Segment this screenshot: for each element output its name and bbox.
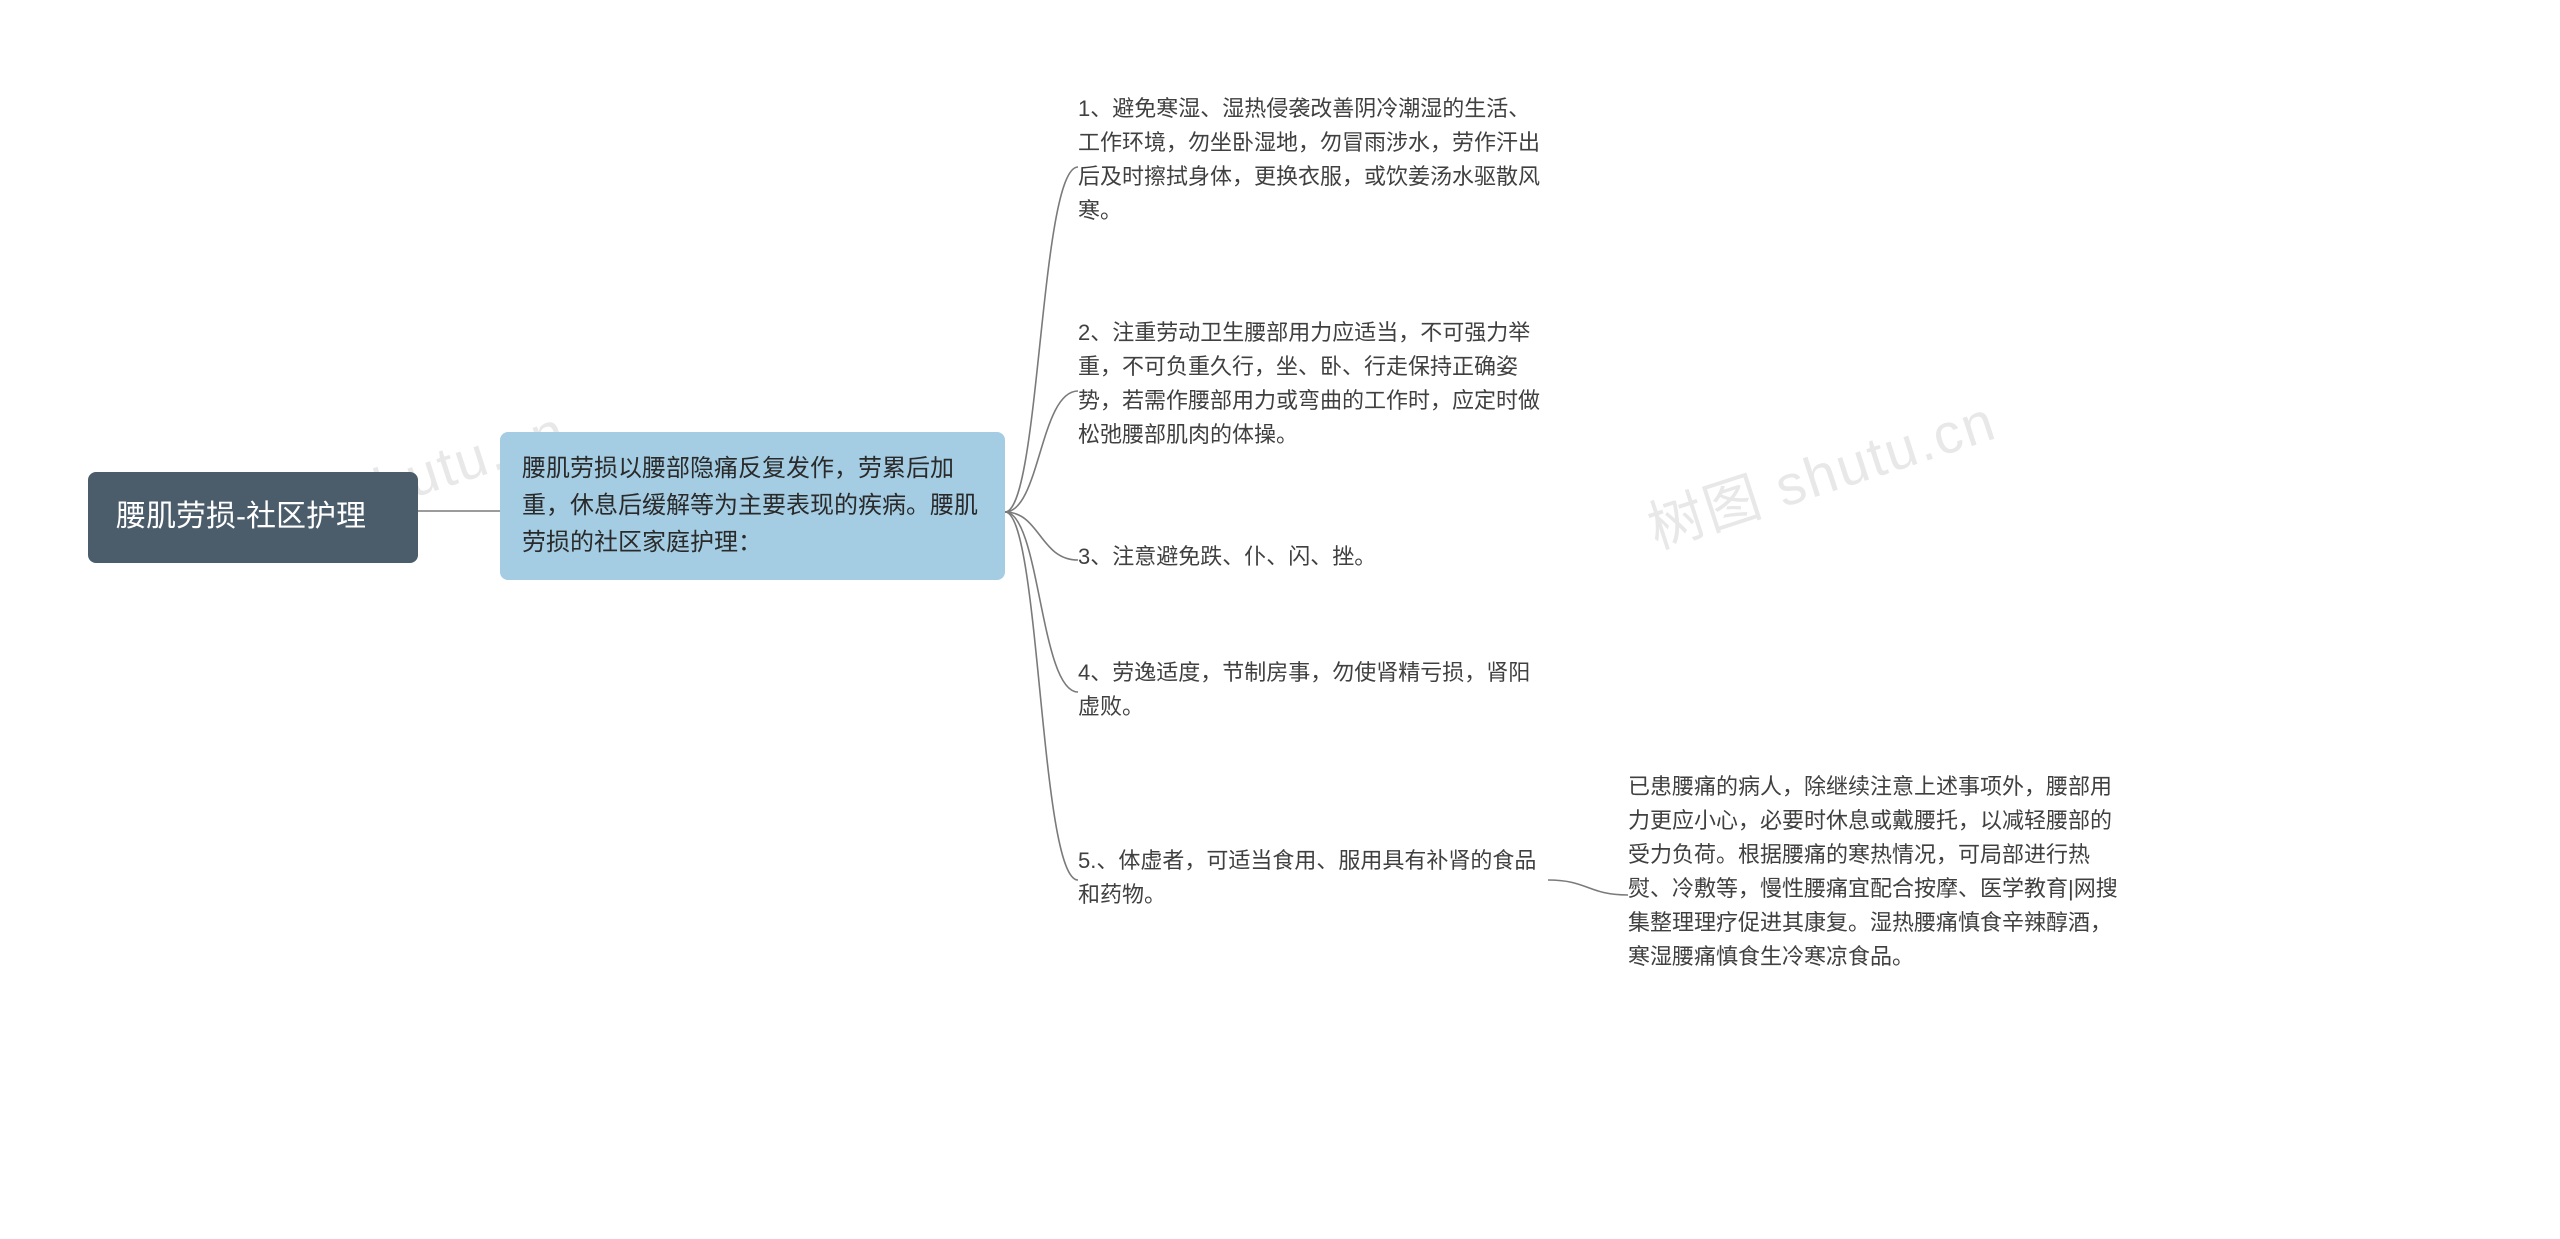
leaf-label: 已患腰痛的病人，除继续注意上述事项外，腰部用力更应小心，必要时休息或戴腰托，以减… (1628, 774, 2118, 969)
mindmap-sub[interactable]: 腰肌劳损以腰部隐痛反复发作，劳累后加重，休息后缓解等为主要表现的疾病。腰肌劳损的… (500, 432, 1005, 580)
mindmap-leaf-5-child[interactable]: 已患腰痛的病人，除继续注意上述事项外，腰部用力更应小心，必要时休息或戴腰托，以减… (1628, 770, 2118, 975)
leaf-label: 4、劳逸适度，节制房事，勿使肾精亏损，肾阳虚败。 (1078, 660, 1530, 719)
mindmap-leaf-2[interactable]: 2、注重劳动卫生腰部用力应适当，不可强力举重，不可负重久行，坐、卧、行走保持正确… (1078, 316, 1548, 452)
leaf-label: 5.、体虚者，可适当食用、服用具有补肾的食品和药物。 (1078, 848, 1536, 907)
root-label: 腰肌劳损-社区护理 (116, 500, 366, 533)
leaf-label: 3、注意避免跌、仆、闪、挫。 (1078, 544, 1376, 569)
mindmap-root[interactable]: 腰肌劳损-社区护理 (88, 472, 418, 563)
mindmap-leaf-1[interactable]: 1、避免寒湿、湿热侵袭改善阴冷潮湿的生活、工作环境，勿坐卧湿地，勿冒雨涉水，劳作… (1078, 92, 1548, 228)
leaf-label: 2、注重劳动卫生腰部用力应适当，不可强力举重，不可负重久行，坐、卧、行走保持正确… (1078, 320, 1540, 447)
sub-label: 腰肌劳损以腰部隐痛反复发作，劳累后加重，休息后缓解等为主要表现的疾病。腰肌劳损的… (522, 455, 978, 556)
mindmap-leaf-4[interactable]: 4、劳逸适度，节制房事，勿使肾精亏损，肾阳虚败。 (1078, 656, 1548, 724)
watermark: 树图 shutu.cn (1636, 376, 2005, 565)
mindmap-leaf-5[interactable]: 5.、体虚者，可适当食用、服用具有补肾的食品和药物。 (1078, 844, 1548, 912)
mindmap-leaf-3[interactable]: 3、注意避免跌、仆、闪、挫。 (1078, 540, 1548, 574)
leaf-label: 1、避免寒湿、湿热侵袭改善阴冷潮湿的生活、工作环境，勿坐卧湿地，勿冒雨涉水，劳作… (1078, 96, 1540, 223)
